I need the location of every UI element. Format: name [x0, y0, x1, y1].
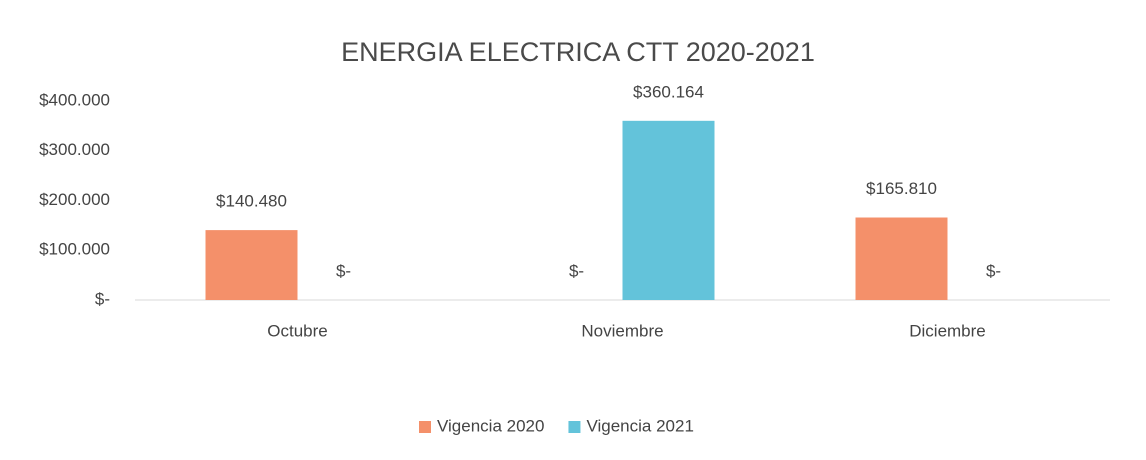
- legend-label: Vigencia 2020: [437, 416, 544, 435]
- y-tick-label: $100.000: [39, 240, 110, 259]
- value-label: $165.810: [866, 179, 937, 198]
- value-label: $-: [336, 261, 351, 280]
- bar: [622, 120, 715, 300]
- x-tick-label: Octubre: [267, 321, 327, 340]
- y-tick-label: $300.000: [39, 140, 110, 159]
- legend-swatch: [568, 421, 581, 433]
- y-tick-label: $200.000: [39, 190, 110, 209]
- chart-title: ENERGIA ELECTRICA CTT 2020-2021: [341, 37, 815, 67]
- y-tick-label: $-: [95, 289, 110, 308]
- value-label: $140.480: [216, 192, 287, 211]
- bar: [205, 230, 298, 300]
- y-tick-label: $400.000: [39, 90, 110, 109]
- bar: [855, 217, 948, 300]
- x-tick-label: Diciembre: [909, 321, 986, 340]
- value-label: $-: [569, 261, 584, 280]
- value-label: $360.164: [633, 82, 704, 101]
- value-label: $-: [986, 261, 1001, 280]
- legend-label: Vigencia 2021: [586, 416, 693, 435]
- legend-swatch: [419, 421, 431, 433]
- x-tick-label: Noviembre: [581, 321, 663, 340]
